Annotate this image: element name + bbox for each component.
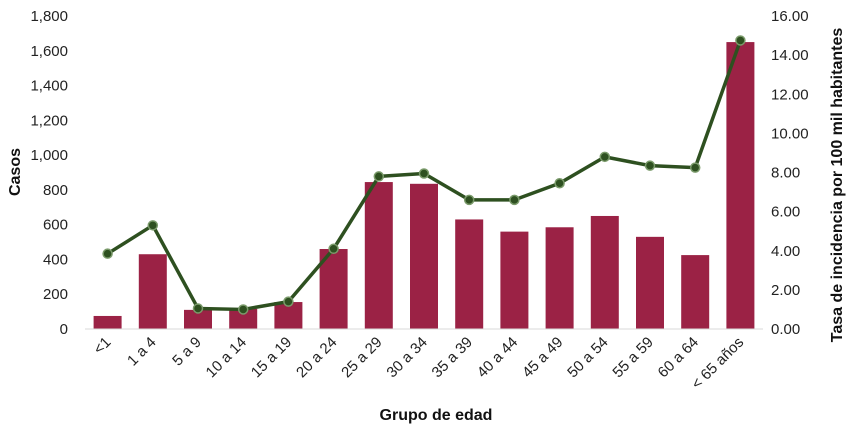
incidence-point [373, 171, 385, 182]
y-right-ticks: 0.00 2.00 4.00 6.00 8.00 10.00 12.00 14.00 16.00 [771, 8, 809, 338]
y-tick-label: 1,000 [30, 147, 68, 164]
incidence-point [554, 178, 565, 189]
bar [410, 183, 438, 329]
incidence-point [599, 151, 611, 163]
y2-tick-label: 2.00 [771, 282, 800, 299]
y-axis-title: Casos [7, 148, 24, 196]
incidence-point [147, 220, 159, 231]
line-layer [102, 35, 746, 315]
x-tick-label: 55 a 59 [609, 334, 656, 381]
bar [636, 236, 664, 329]
x-tick-label: 35 a 39 [429, 334, 476, 381]
incidence-point [283, 296, 294, 307]
x-tick-label: 30 a 34 [383, 334, 430, 381]
x-axis-title: Grupo de edad [380, 407, 493, 424]
bar [138, 254, 167, 329]
y2-tick-label: 6.00 [771, 204, 800, 221]
x-tick-label: 1 a 4 [124, 334, 160, 370]
y-tick-label: 0 [60, 321, 68, 338]
y-tick-label: 600 [43, 217, 68, 234]
bar [229, 309, 258, 329]
bar [184, 309, 212, 329]
y2-tick-label: 10.00 [771, 125, 809, 142]
x-tick-label: 45 a 49 [519, 334, 566, 381]
bar [545, 227, 574, 329]
y-tick-label: 1,400 [30, 78, 68, 95]
incidence-point [463, 194, 475, 206]
y2-tick-label: 12.00 [771, 86, 809, 103]
x-tick-label: 10 a 14 [203, 334, 250, 381]
x-tick-label: 50 a 54 [564, 334, 611, 381]
bar [93, 315, 122, 329]
bar [364, 182, 393, 329]
bars-layer [93, 42, 755, 329]
bar [726, 42, 755, 329]
incidence-point [192, 303, 204, 314]
incidence-point [509, 194, 520, 206]
y2-tick-label: 8.00 [771, 165, 800, 182]
bar [681, 255, 710, 329]
incidence-point [237, 304, 249, 315]
incidence-point [689, 162, 701, 173]
incidence-point [644, 160, 656, 171]
y2-tick-label: 0.00 [771, 321, 800, 338]
y-tick-label: 1,200 [30, 112, 68, 129]
bar [455, 219, 484, 329]
bar [500, 231, 529, 329]
incidence-point [102, 248, 113, 259]
y2-tick-label: 14.00 [771, 47, 809, 64]
x-tick-label: 20 a 24 [293, 334, 340, 381]
y2-tick-label: 4.00 [771, 243, 800, 260]
y-tick-label: 200 [43, 286, 68, 303]
x-tick-label: 5 a 9 [169, 334, 205, 370]
y-tick-label: 1,600 [30, 43, 68, 60]
x-tick-label: <1 [90, 334, 114, 358]
y2-axis-title: Tasa de incidencia por 100 mil habitante… [829, 28, 846, 343]
incidence-point [418, 168, 430, 179]
x-tick-label: 15 a 19 [248, 334, 295, 381]
bar [590, 215, 619, 329]
incidence-point [328, 243, 339, 255]
y2-tick-label: 16.00 [771, 8, 809, 25]
y-tick-label: 1,800 [30, 8, 68, 25]
y-left-ticks: 0 200 400 600 800 1,000 1,200 1,400 1,600 1,800 [30, 8, 68, 338]
incidence-point [735, 35, 746, 46]
x-tick-label: 40 a 44 [474, 334, 521, 381]
y-tick-label: 400 [43, 251, 68, 268]
x-tick-label: 25 a 29 [338, 334, 385, 381]
y-tick-label: 800 [43, 182, 68, 199]
